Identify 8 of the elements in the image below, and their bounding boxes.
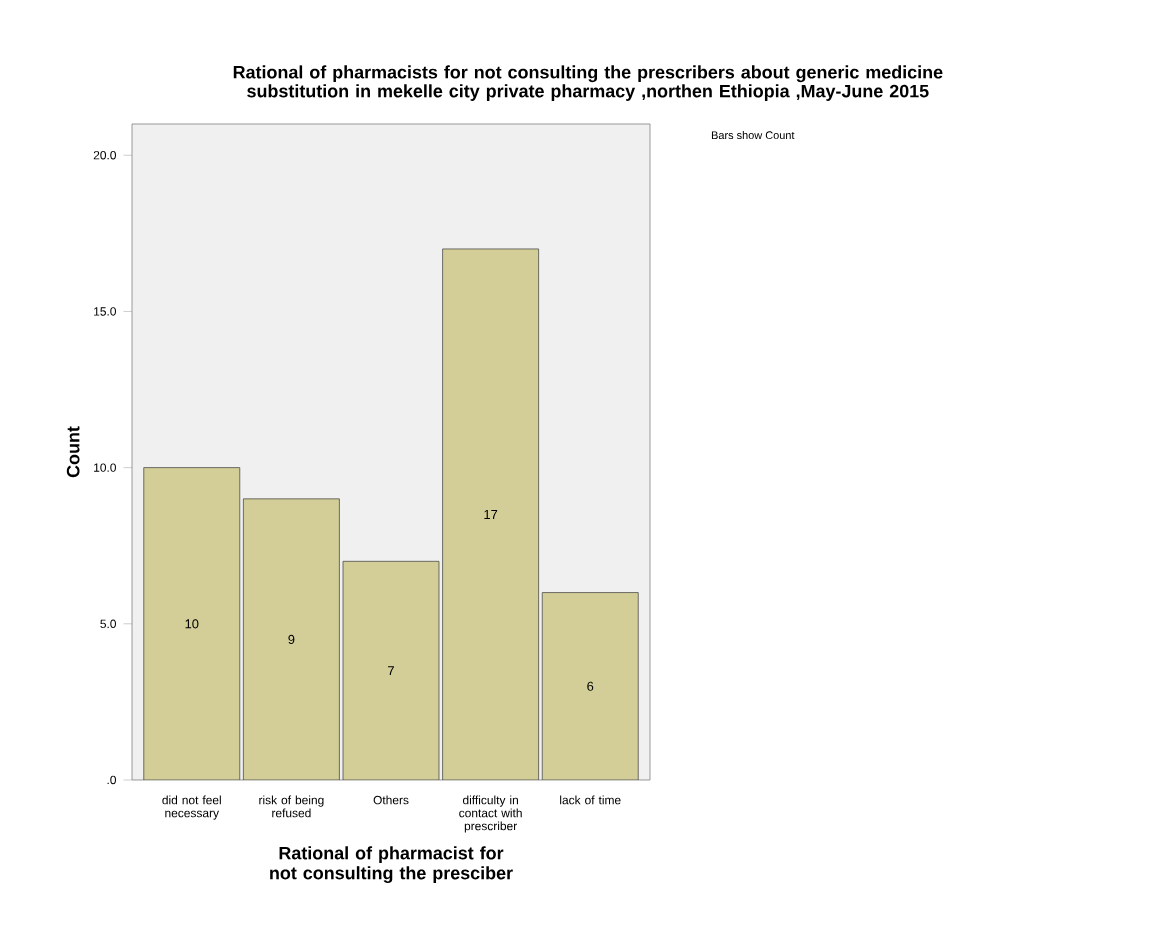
x-axis-title: Rational of pharmacist for not consulting the presciber	[270, 846, 513, 883]
chart-title: Rational of pharmacists for not consulting the prescribers about generic medicine substitution in mekelle city private pharmacy ,northen Ethiopia ,May-June 2015	[233, 65, 943, 101]
bar	[541, 592, 639, 780]
bar	[243, 498, 340, 780]
bar	[143, 467, 240, 780]
bar	[442, 248, 539, 780]
bar	[343, 561, 439, 780]
y-axis-title: Count	[66, 426, 80, 478]
